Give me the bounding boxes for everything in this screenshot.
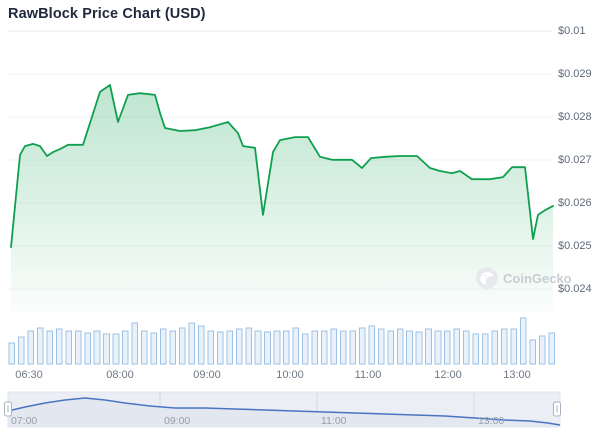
volume-bar [160, 328, 167, 365]
volume-bar [103, 333, 110, 365]
chart-title: RawBlock Price Chart (USD) [8, 6, 206, 22]
volume-bar [273, 330, 281, 365]
y-axis-tick-label: $0.01 [558, 25, 586, 37]
volume-bar [463, 330, 470, 365]
x-axis-tick-label: 11:00 [354, 369, 382, 381]
volume-bar [84, 332, 91, 365]
volume-bar [74, 330, 82, 365]
navigator-tick-label: 09:00 [164, 415, 191, 427]
volume-bar [358, 327, 366, 365]
x-axis-tick-label: 08:00 [106, 369, 134, 381]
volume-bar [179, 327, 186, 365]
volume-bar [444, 330, 451, 365]
x-axis-tick-label: 12:00 [434, 369, 462, 381]
volume-bar [292, 327, 300, 365]
volume-bar [283, 330, 290, 365]
volume-bar [321, 330, 328, 365]
volume-bar [377, 328, 385, 365]
price-area [11, 85, 553, 312]
volume-bar [122, 330, 129, 365]
x-axis-tick-label: 06:30 [15, 369, 43, 381]
volume-bar [226, 330, 233, 365]
volume-bar [27, 330, 34, 365]
volume-bar [46, 330, 54, 365]
volume-bar [131, 322, 139, 365]
volume-bar [169, 330, 177, 365]
volume-bar [18, 336, 25, 365]
y-axis-tick-label: $0.024 [558, 283, 592, 295]
volume-bar [264, 331, 271, 365]
volume-bar [349, 330, 356, 365]
volume-bar [510, 328, 517, 365]
navigator-area [8, 398, 560, 427]
navigator-left-handle[interactable] [4, 401, 12, 417]
y-axis-tick-label: $0.027 [558, 154, 592, 166]
volume-bar [207, 330, 214, 365]
volume-bar [548, 332, 555, 365]
y-axis-tick-label: $0.026 [558, 197, 592, 209]
navigator-tick-label: 11:00 [321, 415, 347, 427]
volume-bar [141, 330, 148, 365]
volume-bar [188, 322, 195, 365]
volume-bar [245, 327, 252, 365]
volume-bar [216, 331, 224, 365]
volume-bar [93, 330, 101, 365]
volume-bar [235, 328, 243, 365]
volume-bar [55, 328, 63, 365]
navigator-right-handle[interactable] [553, 401, 561, 417]
volume-bar [529, 339, 537, 365]
price-line [10, 84, 554, 248]
volume-bar [491, 330, 499, 365]
volume-bar [453, 328, 461, 365]
y-axis-tick-label: $0.028 [558, 111, 592, 123]
volume-bar [434, 330, 442, 365]
coingecko-watermark-text: CoinGecko [503, 270, 572, 286]
navigator-line [7, 397, 561, 426]
volume-bar [368, 325, 375, 365]
x-axis-tick-label: 10:00 [276, 369, 304, 381]
volume-bar [150, 332, 158, 365]
volume-bar [500, 328, 508, 365]
volume-bar [519, 317, 527, 365]
volume-bar [311, 330, 319, 365]
volume-bar [396, 328, 404, 365]
volume-bar [254, 330, 262, 365]
volume-bar [197, 325, 205, 365]
volume-bar [538, 335, 546, 365]
volume-bar [472, 333, 480, 365]
y-axis-tick-label: $0.029 [558, 68, 592, 80]
volume-bar [330, 328, 338, 365]
volume-bar [302, 333, 309, 365]
volume-bar [65, 330, 72, 365]
volume-bar [406, 330, 413, 365]
x-axis-tick-label: 09:00 [193, 369, 221, 381]
volume-bar [415, 331, 423, 365]
volume-bar [387, 330, 394, 365]
volume-bar [482, 333, 489, 365]
volume-bar [8, 342, 16, 365]
volume-bar [112, 333, 120, 365]
navigator-tick-label: 13:00 [478, 415, 505, 427]
volume-bar [425, 328, 432, 365]
volume-bar [36, 327, 44, 365]
volume-bar [340, 330, 347, 365]
coingecko-logo-icon [476, 267, 498, 289]
x-axis-tick-label: 13:00 [503, 369, 531, 381]
coingecko-watermark: CoinGecko [476, 267, 572, 289]
y-axis-tick-label: $0.025 [558, 240, 592, 252]
navigator-tick-label: 07:00 [11, 415, 38, 427]
